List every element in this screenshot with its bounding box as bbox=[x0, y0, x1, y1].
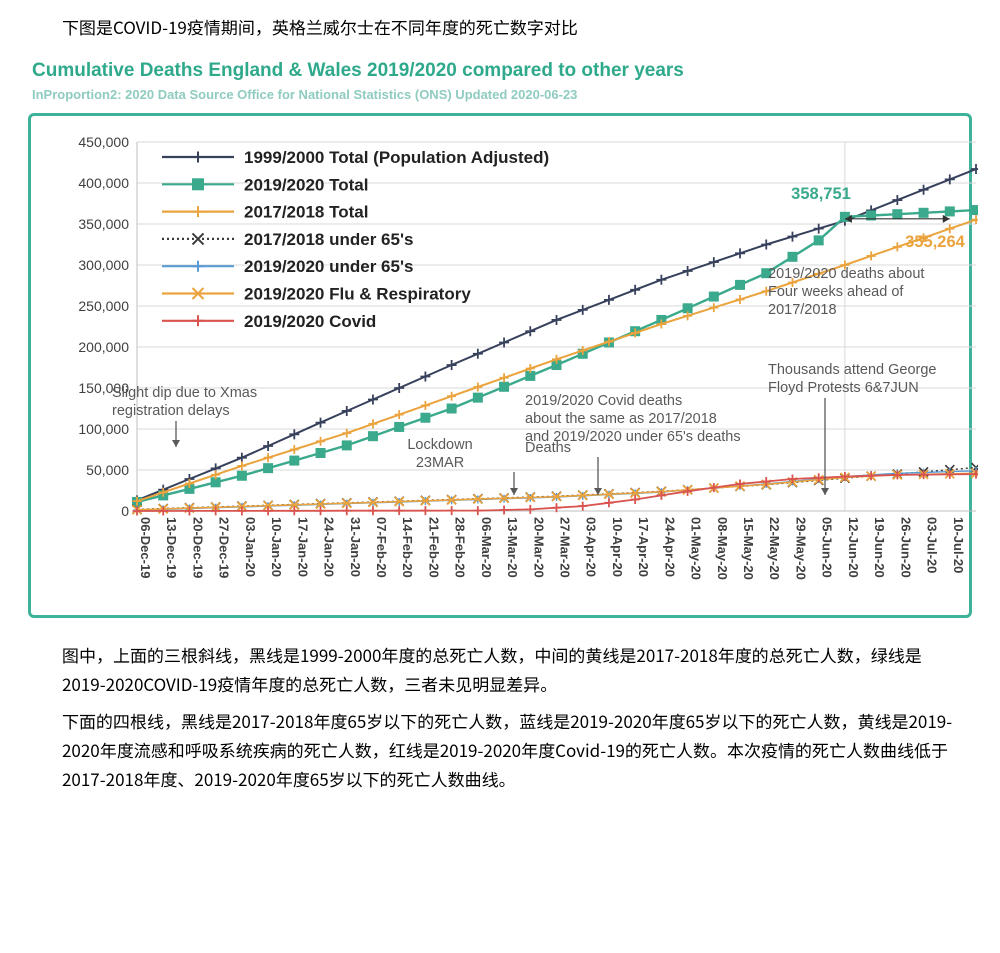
svg-text:17-Jan-20: 17-Jan-20 bbox=[295, 517, 310, 577]
svg-text:20-Dec-19: 20-Dec-19 bbox=[190, 517, 205, 578]
svg-text:200,000: 200,000 bbox=[78, 339, 129, 355]
svg-text:registration delays: registration delays bbox=[112, 403, 230, 419]
svg-text:13-Dec-19: 13-Dec-19 bbox=[164, 517, 179, 578]
svg-text:24-Jan-20: 24-Jan-20 bbox=[322, 517, 337, 577]
svg-text:27-Dec-19: 27-Dec-19 bbox=[217, 517, 232, 578]
svg-text:07-Feb-20: 07-Feb-20 bbox=[374, 517, 389, 578]
svg-text:355,264: 355,264 bbox=[905, 233, 965, 251]
svg-text:28-Feb-20: 28-Feb-20 bbox=[453, 517, 468, 578]
svg-text:2019/2020 Covid: 2019/2020 Covid bbox=[244, 312, 376, 331]
svg-text:10-Apr-20: 10-Apr-20 bbox=[610, 517, 625, 577]
svg-text:22-May-20: 22-May-20 bbox=[767, 517, 782, 580]
svg-text:2019/2020 Covid deaths: 2019/2020 Covid deaths bbox=[525, 393, 682, 409]
svg-text:2019/2020 Total: 2019/2020 Total bbox=[244, 175, 368, 194]
svg-text:100,000: 100,000 bbox=[78, 421, 129, 437]
svg-text:2017/2018: 2017/2018 bbox=[768, 302, 837, 318]
svg-text:10-Jan-20: 10-Jan-20 bbox=[269, 517, 284, 577]
svg-text:17-Apr-20: 17-Apr-20 bbox=[636, 517, 651, 577]
svg-text:2017/2018 under 65's: 2017/2018 under 65's bbox=[244, 230, 413, 249]
svg-text:29-May-20: 29-May-20 bbox=[794, 517, 809, 580]
svg-text:250,000: 250,000 bbox=[78, 298, 129, 314]
svg-text:about the same as 2017/2018: about the same as 2017/2018 bbox=[525, 411, 717, 427]
svg-text:Deaths: Deaths bbox=[525, 440, 571, 456]
svg-text:10-Jul-20: 10-Jul-20 bbox=[951, 517, 966, 573]
svg-text:05-Jun-20: 05-Jun-20 bbox=[820, 517, 835, 578]
svg-text:Floyd Protests 6&7JUN: Floyd Protests 6&7JUN bbox=[768, 380, 919, 396]
svg-text:2019/2020 deaths about: 2019/2020 deaths about bbox=[768, 266, 924, 282]
svg-text:06-Dec-19: 06-Dec-19 bbox=[138, 517, 153, 578]
svg-text:Four weeks ahead of: Four weeks ahead of bbox=[768, 284, 904, 300]
svg-text:03-Jan-20: 03-Jan-20 bbox=[243, 517, 258, 577]
svg-text:0: 0 bbox=[121, 503, 129, 519]
svg-text:23MAR: 23MAR bbox=[416, 455, 464, 471]
svg-text:400,000: 400,000 bbox=[78, 175, 129, 191]
svg-text:06-Mar-20: 06-Mar-20 bbox=[479, 517, 494, 578]
svg-text:13-Mar-20: 13-Mar-20 bbox=[505, 517, 520, 578]
svg-text:24-Apr-20: 24-Apr-20 bbox=[662, 517, 677, 577]
svg-text:2019/2020 under 65's: 2019/2020 under 65's bbox=[244, 257, 413, 276]
svg-text:03-Apr-20: 03-Apr-20 bbox=[584, 517, 599, 577]
svg-text:15-May-20: 15-May-20 bbox=[741, 517, 756, 580]
svg-text:358,751: 358,751 bbox=[791, 185, 851, 203]
svg-text:31-Jan-20: 31-Jan-20 bbox=[348, 517, 363, 577]
svg-text:26-Jun-20: 26-Jun-20 bbox=[898, 517, 913, 578]
svg-text:350,000: 350,000 bbox=[78, 216, 129, 232]
svg-text:19-Jun-20: 19-Jun-20 bbox=[872, 517, 887, 578]
svg-text:20-Mar-20: 20-Mar-20 bbox=[531, 517, 546, 578]
svg-text:300,000: 300,000 bbox=[78, 257, 129, 273]
svg-text:17-Jul-20: 17-Jul-20 bbox=[977, 517, 978, 573]
svg-text:Thousands attend George: Thousands attend George bbox=[768, 362, 936, 378]
svg-text:21-Feb-20: 21-Feb-20 bbox=[426, 517, 441, 578]
svg-text:08-May-20: 08-May-20 bbox=[715, 517, 730, 580]
svg-text:2017/2018 Total: 2017/2018 Total bbox=[244, 203, 368, 222]
svg-text:14-Feb-20: 14-Feb-20 bbox=[400, 517, 415, 578]
svg-text:450,000: 450,000 bbox=[78, 134, 129, 150]
svg-text:1999/2000 Total (Population Ad: 1999/2000 Total (Population Adjusted) bbox=[244, 148, 549, 167]
svg-text:Lockdown: Lockdown bbox=[407, 437, 472, 453]
svg-text:03-Jul-20: 03-Jul-20 bbox=[925, 517, 940, 573]
svg-text:12-Jun-20: 12-Jun-20 bbox=[846, 517, 861, 578]
svg-text:27-Mar-20: 27-Mar-20 bbox=[558, 517, 573, 578]
svg-text:Slight dip due to Xmas: Slight dip due to Xmas bbox=[112, 385, 257, 401]
svg-text:50,000: 50,000 bbox=[86, 462, 129, 478]
svg-text:01-May-20: 01-May-20 bbox=[689, 517, 704, 580]
svg-text:2019/2020 Flu & Respiratory: 2019/2020 Flu & Respiratory bbox=[244, 285, 471, 304]
